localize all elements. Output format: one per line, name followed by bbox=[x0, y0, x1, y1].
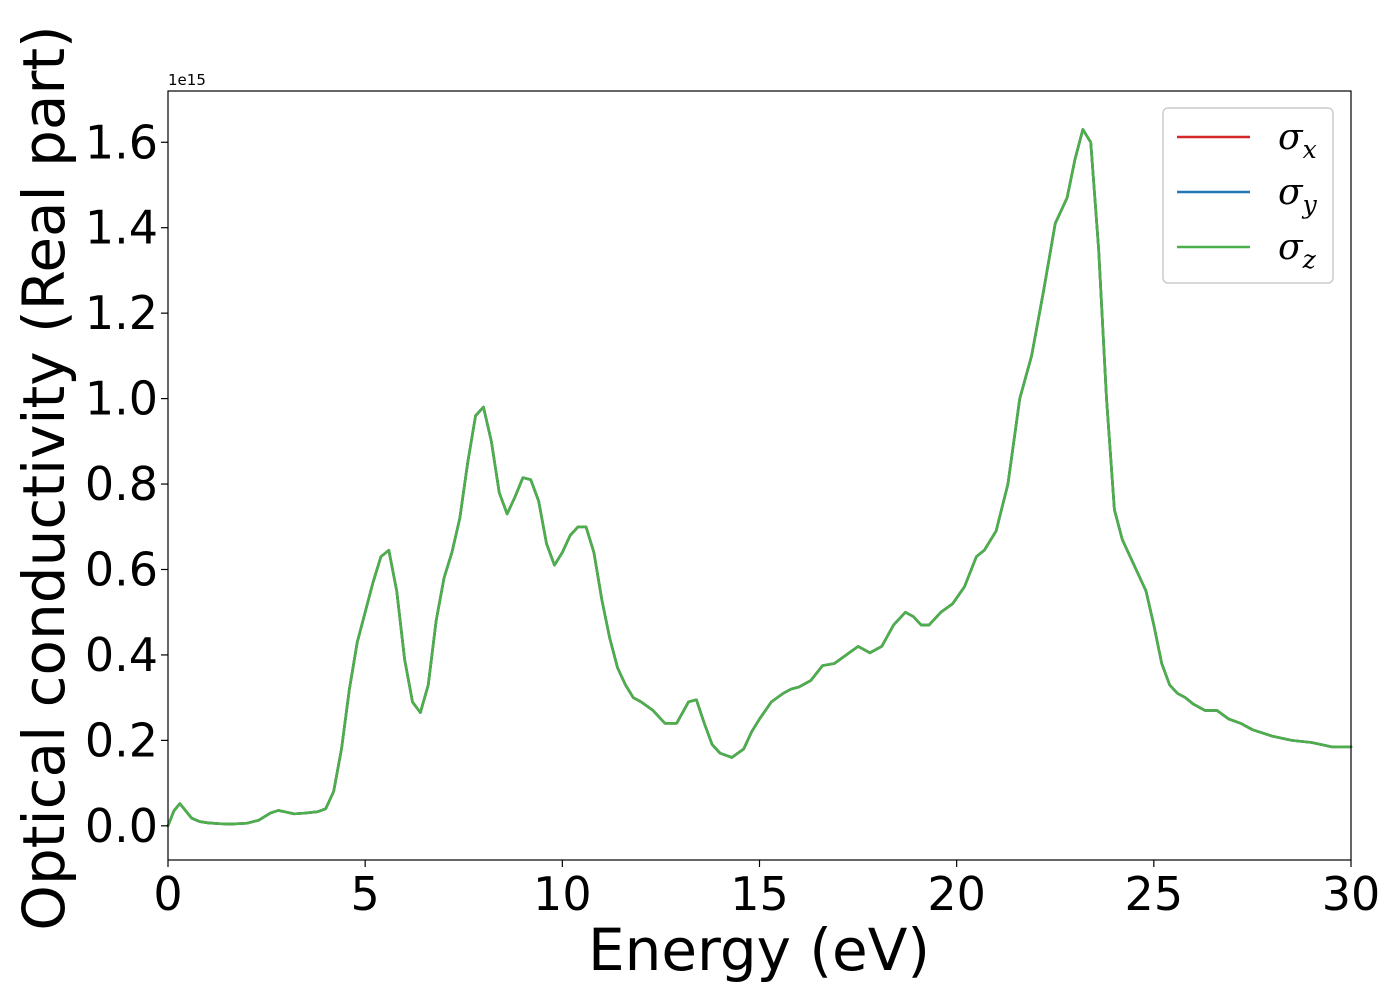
legend-subscript: y bbox=[1302, 190, 1318, 219]
y-tick-label: 0.0 bbox=[85, 799, 158, 853]
y-tick-label: 1.2 bbox=[85, 286, 158, 340]
x-tick-label: 10 bbox=[533, 867, 592, 921]
legend-symbol: σ bbox=[1278, 227, 1304, 268]
legend-symbol: σ bbox=[1278, 117, 1304, 158]
y-axis: 0.0 0.2 0.4 0.6 0.8 1.0 1.2 1.4 1.6 bbox=[85, 115, 168, 853]
y-axis-label: Optical conductivity (Real part) bbox=[10, 25, 78, 930]
x-axis-label: Energy (eV) bbox=[588, 916, 930, 984]
y-tick-label: 0.4 bbox=[85, 628, 158, 682]
legend-label-y: σy bbox=[1278, 172, 1318, 219]
legend-symbol: σ bbox=[1278, 172, 1304, 213]
x-tick-label: 20 bbox=[927, 867, 986, 921]
y-tick-label: 1.0 bbox=[85, 372, 158, 426]
y-offset-label: 1e15 bbox=[168, 71, 206, 89]
x-tick-label: 25 bbox=[1125, 867, 1184, 921]
x-tick-label: 15 bbox=[730, 867, 789, 921]
x-axis: 0 5 10 15 20 25 30 bbox=[153, 860, 1380, 921]
x-tick-label: 0 bbox=[153, 867, 182, 921]
legend-label-z: σz bbox=[1278, 227, 1317, 274]
legend-subscript: z bbox=[1302, 245, 1317, 274]
legend-subscript: x bbox=[1303, 135, 1317, 164]
series-layer bbox=[166, 128, 1353, 828]
legend-box bbox=[1162, 107, 1334, 284]
y-tick-label: 1.4 bbox=[85, 201, 158, 255]
y-tick-label: 0.8 bbox=[85, 457, 158, 511]
legend-label-x: σx bbox=[1278, 117, 1317, 164]
y-tick-label: 1.6 bbox=[85, 115, 158, 169]
x-tick-label: 30 bbox=[1322, 867, 1381, 921]
x-tick-label: 5 bbox=[351, 867, 380, 921]
y-tick-label: 0.2 bbox=[85, 713, 158, 767]
series-line-z bbox=[166, 128, 1353, 828]
y-tick-label: 0.6 bbox=[85, 542, 158, 596]
